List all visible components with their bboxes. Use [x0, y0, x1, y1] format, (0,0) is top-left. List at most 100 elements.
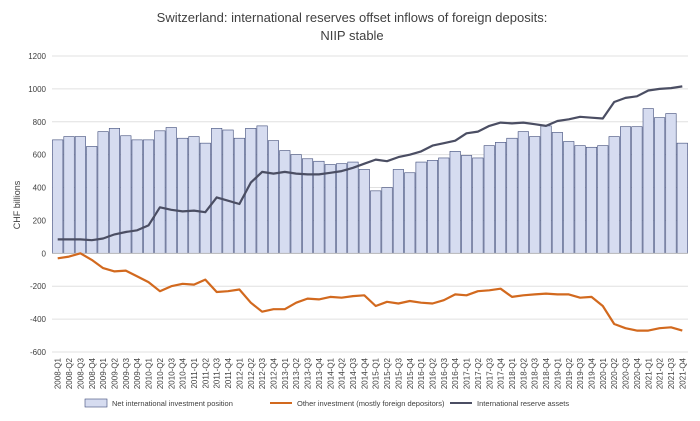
legend-label: Net international investment position [112, 399, 233, 408]
x-tick-label: 2013-Q4 [315, 357, 324, 389]
x-tick-label: 2009-Q3 [122, 357, 131, 389]
x-tick-label: 2013-Q3 [304, 357, 313, 389]
x-tick-label: 2009-Q2 [111, 357, 120, 389]
y-tick-label: 600 [33, 151, 47, 160]
x-tick-label: 2021-Q4 [678, 357, 687, 389]
bar [574, 145, 586, 254]
x-tick-label: 2008-Q3 [76, 357, 85, 389]
x-tick-label: 2010-Q4 [179, 357, 188, 389]
x-tick-label: 2021-Q1 [644, 357, 653, 389]
x-tick-label: 2012-Q2 [247, 357, 256, 389]
x-tick-label: 2015-Q2 [383, 357, 392, 389]
y-tick-label: 1000 [28, 85, 46, 94]
x-tick-label: 2019-Q2 [565, 357, 574, 389]
bar [211, 128, 223, 254]
bar [631, 126, 643, 254]
bar [529, 136, 541, 254]
x-tick-label: 2012-Q3 [258, 357, 267, 389]
bar [495, 142, 507, 254]
x-tick-label: 2019-Q4 [588, 357, 597, 389]
series-line-1 [57, 85, 683, 242]
x-tick-label: 2018-Q3 [531, 357, 540, 389]
x-tick-label: 2018-Q1 [508, 357, 517, 389]
y-tick-label: 800 [33, 118, 47, 127]
bar [426, 160, 438, 254]
bar [404, 172, 416, 254]
bar [290, 154, 302, 254]
x-tick-label: 2016-Q3 [440, 357, 449, 389]
y-tick-label: 1200 [28, 52, 46, 61]
bar [415, 161, 427, 254]
bar [336, 163, 348, 254]
bar [177, 137, 189, 254]
bar [86, 146, 98, 254]
y-tick-label: 0 [42, 249, 47, 258]
x-tick-label: 2010-Q1 [145, 357, 154, 389]
bar [347, 161, 359, 254]
bar [483, 145, 495, 254]
bar [358, 169, 370, 254]
y-tick-labels: 1200 1000 800 600 400 200 0 -200 -400 -600 [28, 52, 46, 357]
x-tick-label: 2020-Q1 [599, 357, 608, 389]
bar [665, 113, 677, 254]
bar [165, 127, 177, 254]
line-series [57, 85, 683, 332]
x-tick-label: 2018-Q2 [519, 357, 528, 389]
bar [438, 157, 450, 254]
bar [654, 117, 666, 254]
chart-subtitle: NIIP stable [320, 28, 383, 43]
x-tick-label: 2017-Q4 [497, 357, 506, 389]
bar [642, 108, 654, 254]
x-tick-label: 2020-Q4 [633, 357, 642, 389]
x-tick-label: 2008-Q1 [54, 357, 63, 389]
x-tick-label: 2014-Q2 [338, 357, 347, 389]
x-tick-label: 2017-Q1 [463, 357, 472, 389]
x-tick-label: 2016-Q4 [451, 357, 460, 389]
bar [131, 139, 143, 254]
x-tick-label: 2014-Q4 [360, 357, 369, 389]
y-tick-label: 200 [33, 216, 47, 225]
bar [563, 141, 575, 254]
bar [381, 187, 393, 254]
series-line-0 [57, 252, 683, 332]
bar [506, 137, 518, 254]
legend: Net international investment position Oth… [84, 398, 569, 408]
bar [120, 135, 132, 254]
bar [472, 157, 484, 254]
x-tick-label: 2017-Q3 [485, 357, 494, 389]
bar [540, 125, 552, 254]
bar [188, 136, 200, 254]
bar [267, 140, 279, 254]
legend-label: Other investment (mostly foreign deposit… [297, 399, 445, 408]
x-tick-label: 2011-Q2 [201, 357, 210, 388]
y-tick-label: -200 [30, 282, 47, 291]
x-tick-label: 2012-Q4 [270, 357, 279, 389]
bar [585, 146, 597, 254]
bar [154, 130, 166, 254]
x-tick-label: 2011-Q4 [224, 357, 233, 388]
bar [597, 145, 609, 254]
bar [199, 142, 211, 254]
x-tick-label: 2014-Q1 [326, 357, 335, 389]
x-tick-label: 2011-Q1 [190, 357, 199, 388]
bar [551, 132, 563, 254]
x-tick-label: 2021-Q2 [656, 357, 665, 389]
x-tick-label: 2010-Q2 [156, 357, 165, 389]
bar [302, 158, 314, 254]
x-tick-label: 2016-Q2 [429, 357, 438, 389]
x-tick-labels: 2008-Q1 2008-Q2 2008-Q3 2008-Q4 2009-Q1 2009-… [54, 357, 688, 389]
x-tick-label: 2008-Q2 [65, 357, 74, 389]
bar [222, 129, 234, 254]
bar [370, 190, 382, 254]
x-tick-label: 2019-Q3 [576, 357, 585, 389]
bar [256, 125, 268, 254]
legend-label: International reserve assets [477, 399, 569, 408]
bar [74, 136, 86, 254]
bar [143, 139, 155, 254]
x-tick-label: 2015-Q1 [372, 357, 381, 389]
bar [97, 131, 109, 254]
x-tick-label: 2020-Q2 [610, 357, 619, 389]
x-tick-label: 2009-Q4 [133, 357, 142, 389]
x-tick-label: 2011-Q3 [213, 357, 222, 388]
bar [449, 151, 461, 254]
